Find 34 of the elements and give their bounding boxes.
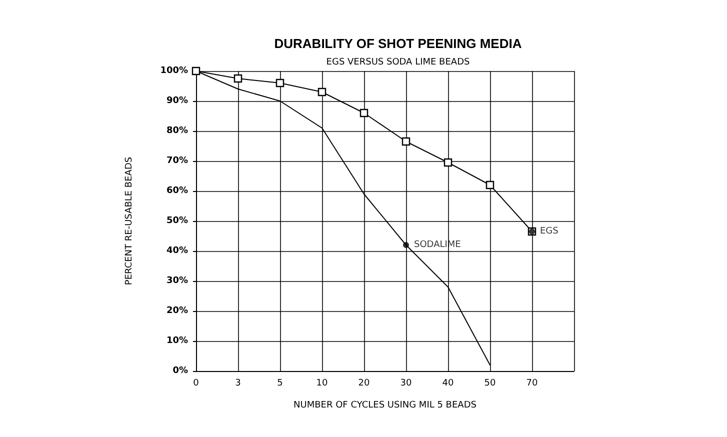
- x-tick-label: 50: [484, 378, 496, 388]
- y-tick-label: 50%: [166, 216, 188, 226]
- y-tick-label: 100%: [160, 66, 188, 76]
- x-tick-label: 20: [358, 378, 370, 388]
- y-tick-label: 70%: [166, 156, 188, 166]
- y-tick-label: 40%: [166, 246, 188, 256]
- point: [276, 78, 284, 88]
- x-tick-label: 40: [442, 378, 454, 388]
- point: [192, 66, 200, 76]
- y-tick-label: 30%: [166, 276, 188, 286]
- y-tick-label: 20%: [166, 306, 188, 316]
- y-tick-label: 60%: [166, 186, 188, 196]
- x-tick-label: 30: [400, 378, 412, 388]
- point: [402, 137, 410, 146]
- point: [318, 88, 326, 96]
- chart-subtitle: EGS VERSUS SODA LIME BEADS: [326, 58, 470, 68]
- point: [486, 180, 494, 190]
- y-tick-label: 0%: [172, 366, 188, 376]
- annotation: EGS: [540, 226, 559, 236]
- point: [403, 242, 409, 248]
- x-tick-label: 0: [193, 378, 200, 388]
- y-tick-label: 10%: [166, 336, 188, 346]
- point: [360, 108, 368, 118]
- y-tick-label: 80%: [166, 126, 188, 136]
- x-tick-label: 5: [277, 378, 283, 388]
- y-axis-title: PERCENT RE-USABLE BEADS: [124, 156, 134, 286]
- y-tick-label: 90%: [166, 96, 188, 106]
- x-axis-title: NUMBER OF CYCLES USING MIL 5 BEADS: [294, 400, 477, 410]
- x-tick-label: 3: [235, 378, 241, 388]
- x-tick-label: 70: [526, 378, 538, 388]
- point: [444, 158, 452, 167]
- chart-title: DURABILITY OF SHOT PEENING MEDIA: [274, 36, 522, 51]
- x-tick-label: 10: [316, 378, 328, 388]
- point: [234, 74, 242, 83]
